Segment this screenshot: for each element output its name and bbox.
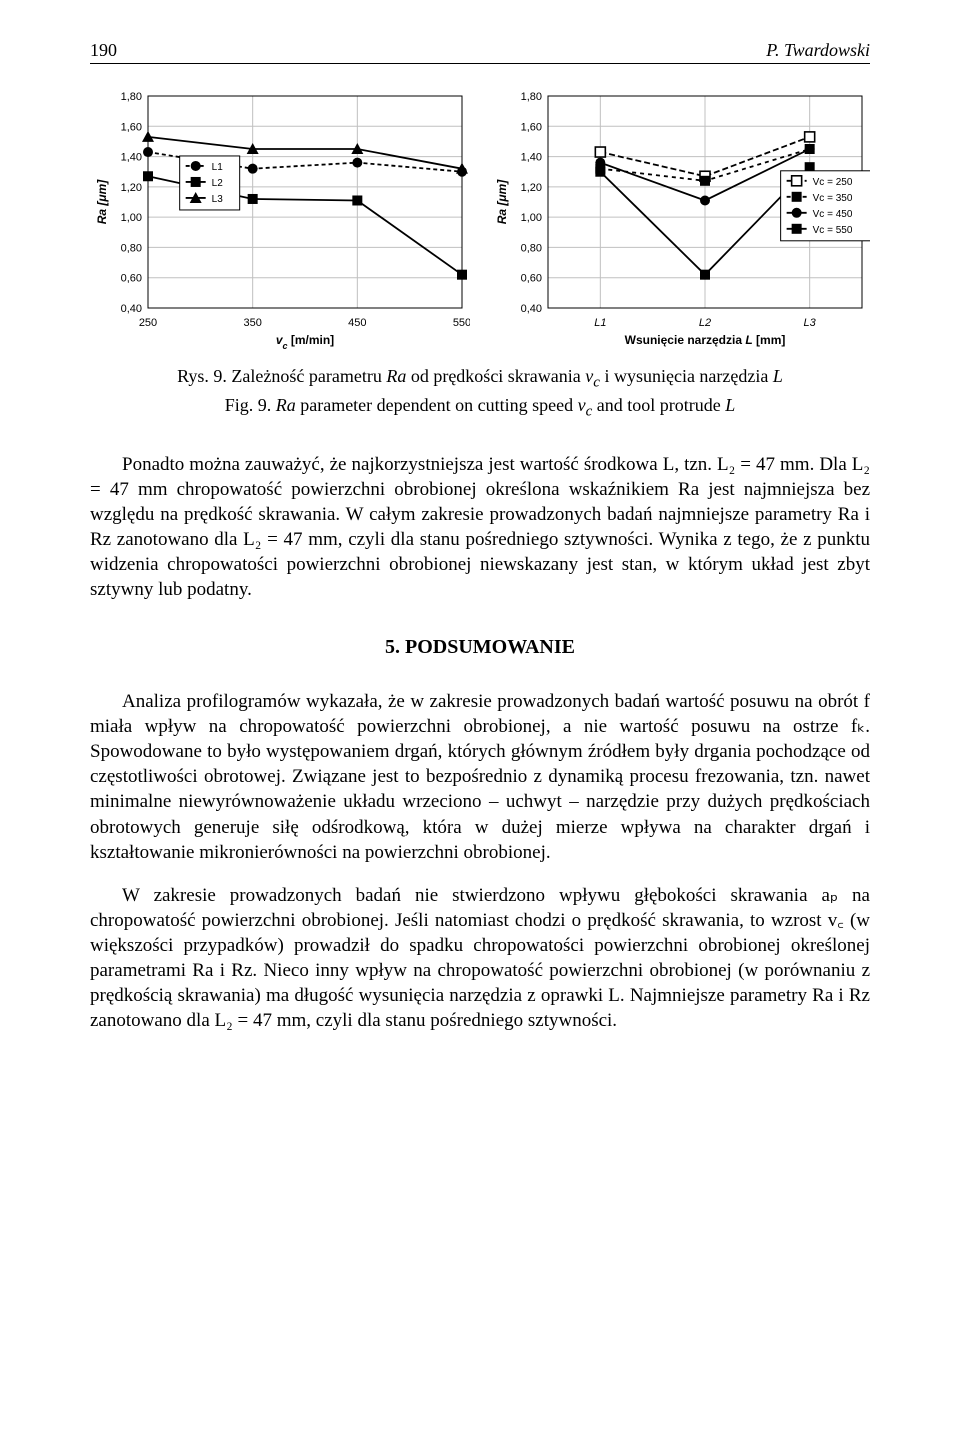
caption-text: Fig. 9. <box>225 395 276 415</box>
section-title: 5. PODSUMOWANIE <box>90 636 870 659</box>
svg-text:0,40: 0,40 <box>521 303 542 315</box>
svg-text:1,00: 1,00 <box>521 212 542 224</box>
svg-text:vc [m/min]: vc [m/min] <box>276 333 334 350</box>
svg-text:Vc = 450: Vc = 450 <box>813 209 853 220</box>
caption-text: i wysunięcia narzędzia <box>600 366 773 386</box>
svg-text:L3: L3 <box>212 194 224 205</box>
svg-text:0,80: 0,80 <box>521 242 542 254</box>
caption-text: and tool protrude <box>592 395 725 415</box>
svg-text:0,40: 0,40 <box>121 303 142 315</box>
charts-row: 0,40 0,60 0,80 1,00 1,20 1,40 1,60 1,80 250 350 45… <box>90 90 870 350</box>
caption-symbol-l: L <box>773 366 783 386</box>
chart-left-wrap: 0,40 0,60 0,80 1,00 1,20 1,40 1,60 1,80 250 350 45… <box>90 90 470 350</box>
running-header: 190 P. Twardowski <box>90 40 870 64</box>
caption-text: Rys. 9. Zależność parametru <box>177 366 386 386</box>
svg-text:Vc = 550: Vc = 550 <box>813 225 853 236</box>
svg-text:Vc = 250: Vc = 250 <box>813 177 853 188</box>
svg-text:0,60: 0,60 <box>521 273 542 285</box>
svg-text:L3: L3 <box>804 317 817 329</box>
svg-text:0,80: 0,80 <box>121 242 142 254</box>
caption-symbol-ra: Ra <box>386 366 406 386</box>
caption-text: od prędkości skrawania <box>406 366 585 386</box>
svg-text:L1: L1 <box>594 317 606 329</box>
svg-text:L2: L2 <box>699 317 711 329</box>
chart-right: 0,40 0,60 0,80 1,00 1,20 1,40 1,60 1,80 L1 L2 L3 Ra… <box>490 90 870 350</box>
caption-symbol-ra: Ra <box>276 395 296 415</box>
svg-text:L1: L1 <box>212 162 224 173</box>
svg-text:1,80: 1,80 <box>521 91 542 103</box>
svg-text:1,40: 1,40 <box>121 152 142 164</box>
svg-text:1,40: 1,40 <box>521 152 542 164</box>
svg-text:Vc = 350: Vc = 350 <box>813 193 853 204</box>
paragraph-1: Ponadto można zauważyć, że najkorzystnie… <box>90 452 870 602</box>
chart-left: 0,40 0,60 0,80 1,00 1,20 1,40 1,60 1,80 250 350 45… <box>90 90 470 350</box>
svg-text:550: 550 <box>453 317 470 329</box>
figure-caption: Rys. 9. Zależność parametru Ra od prędko… <box>130 364 830 422</box>
page-number: 190 <box>90 40 117 61</box>
chart-right-wrap: 0,40 0,60 0,80 1,00 1,20 1,40 1,60 1,80 L1 L2 L3 Ra… <box>490 90 870 350</box>
svg-text:Wsunięcie narzędzia L [mm]: Wsunięcie narzędzia L [mm] <box>625 333 786 347</box>
svg-text:1,20: 1,20 <box>521 182 542 194</box>
svg-text:1,00: 1,00 <box>121 212 142 224</box>
svg-text:1,60: 1,60 <box>521 121 542 133</box>
header-author: P. Twardowski <box>766 40 870 61</box>
svg-text:Ra [μm]: Ra [μm] <box>495 179 509 225</box>
caption-text: parameter dependent on cutting speed <box>296 395 578 415</box>
svg-text:0,60: 0,60 <box>121 273 142 285</box>
caption-symbol-v: v <box>578 395 586 415</box>
svg-text:1,60: 1,60 <box>121 121 142 133</box>
caption-symbol-c: c <box>593 375 600 391</box>
svg-text:350: 350 <box>243 317 261 329</box>
svg-text:1,20: 1,20 <box>121 182 142 194</box>
page: 190 P. Twardowski 0,40 0,60 0,80 1,00 1,20 1,… <box>0 0 960 1111</box>
svg-text:450: 450 <box>348 317 366 329</box>
paragraph-3: W zakresie prowadzonych badań nie stwier… <box>90 883 870 1033</box>
caption-line1: Rys. 9. Zależność parametru Ra od prędko… <box>177 366 783 386</box>
svg-text:250: 250 <box>139 317 157 329</box>
paragraph-2: Analiza profilogramów wykazała, że w zak… <box>90 689 870 865</box>
svg-text:L2: L2 <box>212 178 224 189</box>
caption-line2: Fig. 9. Ra parameter dependent on cuttin… <box>130 393 830 422</box>
svg-text:1,80: 1,80 <box>121 91 142 103</box>
svg-text:Ra [μm]: Ra [μm] <box>95 179 109 225</box>
caption-symbol-l: L <box>725 395 735 415</box>
